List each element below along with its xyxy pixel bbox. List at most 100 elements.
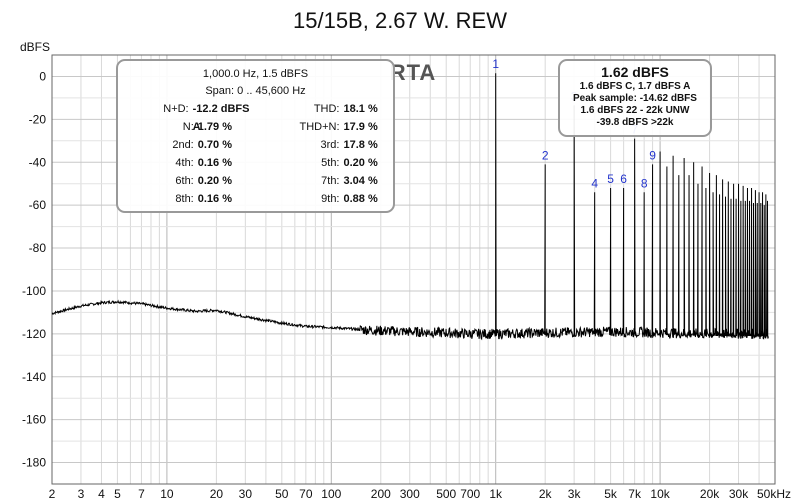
level-line-4: -39.8 dBFS >22k	[596, 117, 674, 128]
distortion-panel[interactable]: 1,000.0 Hz, 1.5 dBFS Span: 0 .. 45,600 H…	[116, 59, 395, 213]
harmonic-label: 5	[607, 172, 614, 186]
x-tick-label: 5k	[604, 487, 618, 501]
distortion-label: 4th:	[175, 157, 194, 169]
distortion-cell-left: 8th: 0.16 %	[118, 190, 256, 208]
distortion-value: 1.79 %	[197, 121, 232, 133]
distortion-label: 7th:	[321, 175, 340, 187]
distortion-rows: N+D: -12.2 dBFS A THD: 18.1 % N: 1.79 % THD+N:…	[118, 100, 393, 208]
x-tick-label: 20	[210, 487, 224, 501]
y-tick-label: -20	[29, 112, 47, 126]
y-tick-label: -100	[22, 284, 46, 298]
distortion-value: 3.04 %	[343, 175, 378, 187]
x-tick-label: 30k	[729, 487, 749, 501]
chart-title: 15/15B, 2.67 W. REW	[293, 8, 507, 33]
distortion-row: N+D: -12.2 dBFS A THD: 18.1 %	[118, 100, 394, 133]
level-main-readout: 1.62 dBFS	[601, 64, 669, 80]
distortion-cell-left: N+D: -12.2 dBFS A	[118, 100, 256, 133]
harmonic-label: 9	[649, 148, 656, 162]
distortion-label: THD:	[313, 103, 340, 115]
x-tick-label: 10k	[650, 487, 670, 501]
distortion-cell-right: THD+N: 17.9 %	[256, 118, 394, 136]
x-tick-label: 50	[275, 487, 289, 501]
distortion-cell-left: 4th: 0.16 %	[118, 154, 256, 172]
y-tick-label: 0	[39, 69, 46, 83]
distortion-row: 8th: 0.16 % 9th: 0.88 %	[118, 190, 393, 208]
x-tick-label: 50kHz	[757, 487, 791, 501]
x-tick-label: 3	[78, 487, 85, 501]
distortion-label: 8th:	[175, 193, 194, 205]
y-tick-label: -140	[22, 370, 46, 384]
y-tick-label: -80	[29, 241, 47, 255]
distortion-cell-right: 5th: 0.20 %	[256, 154, 394, 172]
level-line-1: 1.6 dBFS C, 1.7 dBFS A	[579, 81, 691, 92]
y-axis-unit-label: dBFS	[20, 40, 50, 54]
distortion-label: N+D:	[163, 103, 189, 115]
x-tick-label: 4	[98, 487, 105, 501]
distortion-value: 0.20 %	[343, 157, 378, 169]
x-tick-label: 30	[239, 487, 253, 501]
x-tick-label: 3k	[568, 487, 582, 501]
distortion-row: 4th: 0.16 % 5th: 0.20 %	[118, 154, 393, 172]
distortion-label: 3rd:	[320, 139, 340, 151]
x-tick-label: 300	[400, 487, 420, 501]
harmonic-label: 6	[620, 172, 627, 186]
distortion-label: 6th:	[175, 175, 194, 187]
y-tick-label: -160	[22, 413, 46, 427]
distortion-value: 0.16 %	[197, 157, 232, 169]
x-tick-label: 70	[299, 487, 313, 501]
distortion-label: 5th:	[321, 157, 340, 169]
spectrum-trace	[51, 73, 769, 341]
harmonic-label: 4	[591, 176, 598, 190]
x-tick-label: 200	[371, 487, 391, 501]
distortion-label: 2nd:	[172, 139, 194, 151]
x-axis-ticks: 2 3 4 5 7 10 20 30 50 70 100 200 300 500 700 1k 2k 3k 5k 7k…	[49, 487, 791, 501]
x-tick-label: 7k	[628, 487, 642, 501]
distortion-value: 0.70 %	[197, 139, 232, 151]
x-tick-label: 100	[321, 487, 341, 501]
harmonic-label: 8	[641, 176, 648, 190]
distortion-row: 6th: 0.20 % 7th: 3.04 %	[118, 172, 393, 190]
x-tick-label: 2	[49, 487, 56, 501]
distortion-value: 0.16 %	[197, 193, 232, 205]
plot-frame	[51, 54, 776, 485]
distortion-value: 0.20 %	[197, 175, 232, 187]
distortion-row: N: 1.79 % THD+N: 17.9 %	[118, 118, 393, 136]
harmonic-label: 1	[492, 57, 499, 71]
distortion-value: 17.8 %	[343, 139, 378, 151]
distortion-value: 18.1 %	[343, 103, 378, 115]
y-tick-label: -60	[29, 198, 47, 212]
y-tick-label: -40	[29, 155, 47, 169]
distortion-cell-left: N: 1.79 %	[118, 118, 256, 136]
x-tick-label: 20k	[700, 487, 720, 501]
y-axis-ticks: 0 -20 -40 -60 -80 -100 -120 -140 -160 -180	[22, 69, 46, 469]
level-line-2: Peak sample: -14.62 dBFS	[573, 93, 697, 104]
distortion-cell-right: 7th: 3.04 %	[256, 172, 394, 190]
x-tick-label: 2k	[539, 487, 553, 501]
y-tick-label: -180	[22, 456, 46, 470]
x-tick-label: 7	[138, 487, 145, 501]
level-line-3: 1.6 dBFS 22 - 22k UNW	[580, 105, 690, 116]
rta-label: RTA	[390, 60, 437, 85]
x-tick-label: 1k	[489, 487, 503, 501]
span-readout: Span: 0 .. 45,600 Hz	[205, 85, 306, 97]
x-tick-label: 5	[114, 487, 121, 501]
x-tick-label: 500	[436, 487, 456, 501]
distortion-cell-right: 3rd: 17.8 %	[256, 136, 394, 154]
y-tick-label: -120	[22, 327, 46, 341]
level-panel[interactable]: 1.62 dBFS 1.6 dBFS C, 1.7 dBFS A Peak sa…	[558, 59, 712, 137]
distortion-row: 2nd: 0.70 % 3rd: 17.8 %	[118, 136, 393, 154]
distortion-label: THD+N:	[299, 121, 340, 133]
distortion-cell-right: 9th: 0.88 %	[256, 190, 394, 208]
x-tick-label: 700	[460, 487, 480, 501]
distortion-label: 9th:	[321, 193, 340, 205]
distortion-cell-left: 6th: 0.20 %	[118, 172, 256, 190]
distortion-label: N:	[182, 121, 194, 133]
fundamental-readout: 1,000.0 Hz, 1.5 dBFS	[202, 68, 309, 80]
distortion-cell-left: 2nd: 0.70 %	[118, 136, 256, 154]
distortion-value: 17.9 %	[343, 121, 378, 133]
distortion-value: -12.2 dBFS A	[192, 103, 250, 133]
distortion-value: 0.88 %	[343, 193, 378, 205]
distortion-cell-right: THD: 18.1 %	[256, 100, 394, 118]
x-tick-label: 10	[160, 487, 174, 501]
